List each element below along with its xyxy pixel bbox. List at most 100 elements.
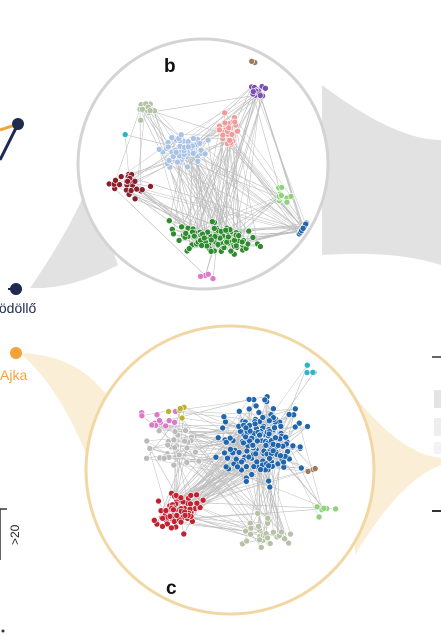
network-edge: [258, 408, 296, 413]
network-edge: [171, 433, 255, 509]
panel-b-label: b: [164, 56, 176, 77]
network-node: [183, 459, 191, 466]
fragment-edge: [0, 123, 20, 161]
network-edge: [179, 454, 314, 470]
network-node: [225, 124, 233, 132]
network-node: [182, 427, 189, 434]
network-node: [146, 445, 154, 452]
network-node: [256, 536, 263, 544]
network-node: [196, 140, 203, 147]
network-node: [250, 88, 257, 95]
network-node: [266, 455, 273, 462]
network-node: [187, 500, 194, 508]
network-node: [266, 540, 274, 547]
network-edge: [232, 141, 304, 229]
network-edge: [146, 422, 175, 459]
network-node: [156, 417, 163, 424]
network-node: [214, 434, 222, 442]
anchor-node-ajka: [10, 347, 22, 359]
network-node: [197, 273, 204, 280]
network-node: [261, 396, 269, 404]
network-node: [243, 463, 250, 470]
network-node: [143, 454, 150, 462]
network-node: [257, 544, 265, 551]
network-edge: [255, 90, 306, 225]
network-node: [240, 439, 247, 447]
network-node: [315, 513, 323, 521]
network-node: [194, 158, 202, 165]
network-node: [165, 417, 173, 424]
network-node: [243, 537, 250, 545]
network-node: [235, 232, 242, 239]
panel-c-label: c: [166, 578, 177, 599]
network-node: [171, 444, 178, 451]
network-node: [173, 512, 181, 519]
network-edge: [160, 427, 223, 511]
network-node: [257, 243, 264, 250]
network-node: [242, 433, 249, 441]
network-node: [181, 512, 189, 519]
network-node: [311, 465, 319, 472]
network-edge: [148, 112, 302, 231]
network-node: [265, 477, 272, 485]
network-edge: [234, 94, 262, 234]
network-node: [295, 419, 303, 427]
network-node: [264, 514, 272, 522]
network-edge: [148, 109, 230, 136]
panel-b-circle: [76, 37, 330, 291]
network-node: [253, 458, 261, 466]
network-node: [228, 131, 236, 138]
network-node: [160, 455, 168, 462]
network-node: [278, 528, 285, 536]
network-node: [137, 116, 144, 124]
anchor-node-godollo: [10, 283, 22, 295]
network-node: [165, 408, 172, 415]
callout-c-left: [20, 353, 110, 520]
network-node: [225, 233, 232, 241]
network-edge: [236, 230, 302, 238]
network-node: [249, 234, 257, 241]
network-node: [178, 414, 186, 422]
town-label-ajka: Ajka: [0, 367, 27, 383]
network-edge: [280, 365, 308, 434]
network-node: [270, 405, 277, 413]
network-edge: [225, 143, 228, 231]
network-node: [162, 422, 169, 430]
network-node: [164, 441, 171, 449]
network-node: [170, 461, 178, 469]
network-node: [177, 131, 185, 138]
network-edge: [128, 176, 303, 231]
network-node: [242, 527, 249, 535]
network-edge: [222, 138, 304, 229]
network-node: [238, 458, 245, 466]
network-node: [226, 434, 234, 442]
network-node: [304, 423, 311, 430]
network-node: [272, 434, 279, 442]
network-node: [168, 134, 176, 141]
network-node: [131, 178, 139, 185]
network-node: [304, 468, 312, 475]
network-edge: [149, 448, 180, 456]
network-node: [245, 396, 253, 403]
network-edge: [168, 424, 244, 442]
network-node: [190, 135, 197, 142]
legend-swatch: [434, 418, 441, 436]
network-edge: [154, 110, 189, 237]
network-node: [297, 464, 305, 472]
network-node: [285, 539, 292, 547]
network-node: [285, 411, 293, 418]
network-node: [184, 163, 191, 171]
network-edge: [158, 149, 184, 236]
network-edge: [175, 411, 272, 415]
network-node: [245, 227, 253, 235]
network-node: [287, 530, 294, 538]
network-edge: [188, 152, 288, 199]
network-node: [209, 275, 217, 282]
network-edge: [188, 146, 303, 231]
network-node: [219, 131, 227, 139]
network-node: [165, 143, 172, 151]
network-node: [282, 433, 290, 441]
network-node: [226, 137, 233, 144]
